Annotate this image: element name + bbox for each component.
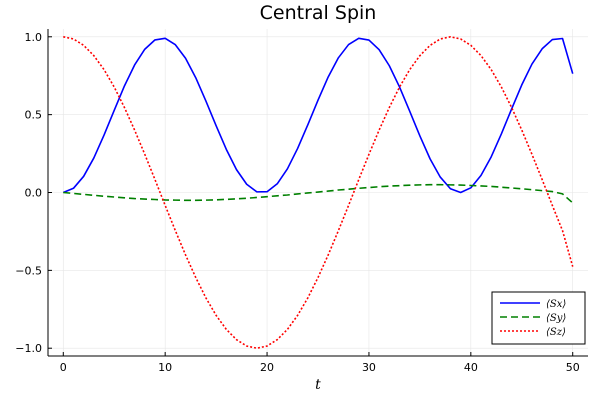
y-tick-label: 0.0 xyxy=(25,187,43,200)
legend-label-2: ⟨Sz⟩ xyxy=(546,327,566,338)
series-line-2 xyxy=(63,35,574,350)
series-line-1 xyxy=(63,183,574,204)
x-tick-label: 20 xyxy=(260,361,274,374)
chart-title: Central Spin xyxy=(260,2,377,24)
axes xyxy=(47,29,588,357)
legend-label-0: ⟨Sx⟩ xyxy=(546,299,566,310)
x-tick-label: 10 xyxy=(158,361,172,374)
legend-label-1: ⟨Sy⟩ xyxy=(546,313,566,324)
x-tick-label: 0 xyxy=(60,361,67,374)
y-tick-label: −0.5 xyxy=(15,264,42,277)
series-line-0 xyxy=(62,37,574,194)
x-tick-label: 40 xyxy=(464,361,478,374)
x-tick-label: 30 xyxy=(362,361,376,374)
y-tick-label: 1.0 xyxy=(25,31,43,44)
y-tick-label: 0.5 xyxy=(25,109,43,122)
x-axis-label: t xyxy=(315,377,321,393)
y-tick-label: −1.0 xyxy=(15,342,42,355)
legend-box xyxy=(491,291,586,345)
x-tick-label: 50 xyxy=(566,361,580,374)
tick-labels: 0 10 20 30 40 50 −1.0 −0.5 0.0 0.5 1.0 xyxy=(15,31,579,374)
plot-area xyxy=(62,35,574,350)
legend: ⟨Sx⟩ ⟨Sy⟩ ⟨Sz⟩ xyxy=(491,291,586,345)
